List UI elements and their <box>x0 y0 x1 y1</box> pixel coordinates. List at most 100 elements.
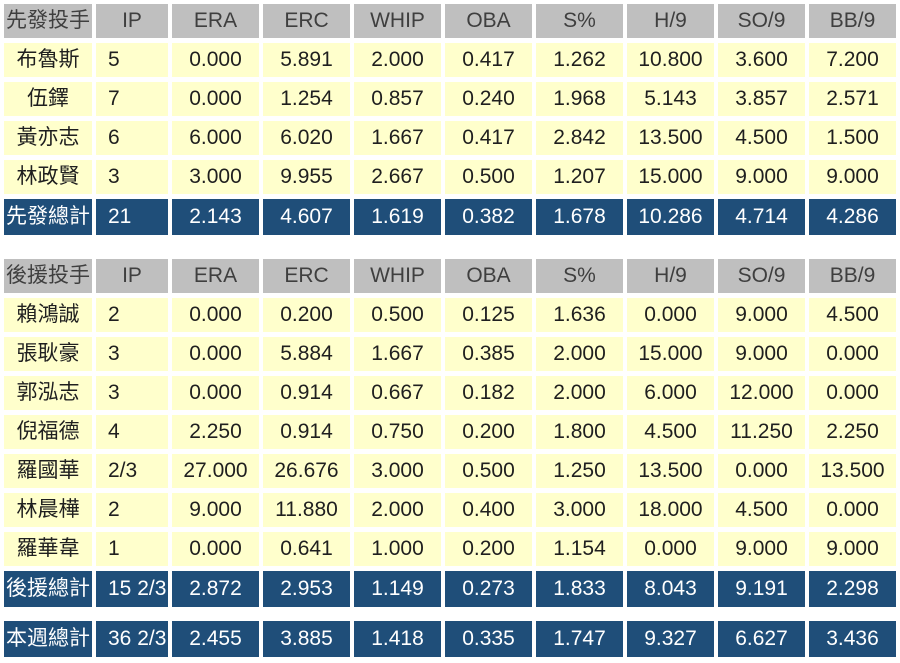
total-stat-cell: 2.455 <box>172 621 259 657</box>
column-header-cell: BB/9 <box>809 4 896 38</box>
table-row: 羅華韋 1 0.000 0.641 1.000 0.200 1.154 0.000 9.000 9… <box>4 532 896 566</box>
stat-cell: 0.857 <box>354 82 441 116</box>
total-stat-cell: 10.286 <box>627 199 714 235</box>
column-header-cell: SO/9 <box>718 4 805 38</box>
stat-cell: 2.000 <box>354 43 441 77</box>
column-header-cell: BB/9 <box>809 259 896 293</box>
stat-cell: 1.250 <box>536 454 623 488</box>
column-header-cell: S% <box>536 4 623 38</box>
stat-cell: 4.500 <box>718 493 805 527</box>
section-total-row: 先發總計 21 2.143 4.607 1.619 0.382 1.678 10.286 4.7… <box>4 199 896 235</box>
column-header-cell: SO/9 <box>718 259 805 293</box>
stat-cell: 9.000 <box>809 532 896 566</box>
stat-cell: 3.857 <box>718 82 805 116</box>
table-row: 布魯斯 5 0.000 5.891 2.000 0.417 1.262 10.800 3.600… <box>4 43 896 77</box>
stat-cell: 9.000 <box>718 532 805 566</box>
stat-cell: 13.500 <box>809 454 896 488</box>
pitcher-name-cell: 林晨樺 <box>4 493 92 527</box>
stat-cell: 10.800 <box>627 43 714 77</box>
stat-cell: 0.385 <box>445 337 532 371</box>
stat-cell: 1.000 <box>354 532 441 566</box>
stat-cell: 1.154 <box>536 532 623 566</box>
stat-cell: 2.667 <box>354 160 441 194</box>
table-row: 羅國華 2/3 27.000 26.676 3.000 0.500 1.250 13.500 0… <box>4 454 896 488</box>
stat-cell: 27.000 <box>172 454 259 488</box>
stat-cell: 0.000 <box>172 337 259 371</box>
stat-cell: 0.000 <box>172 298 259 332</box>
total-stat-cell: 1.619 <box>354 199 441 235</box>
total-stat-cell: 21 <box>96 199 168 235</box>
stat-cell: 0.000 <box>172 82 259 116</box>
pitcher-name-cell: 羅華韋 <box>4 532 92 566</box>
total-stat-cell: 4.714 <box>718 199 805 235</box>
stat-cell: 1.636 <box>536 298 623 332</box>
stat-cell: 0.400 <box>445 493 532 527</box>
stat-cell: 12.000 <box>718 376 805 410</box>
column-header-cell: WHIP <box>354 4 441 38</box>
total-stat-cell: 1.747 <box>536 621 623 657</box>
stat-cell: 9.000 <box>172 493 259 527</box>
stat-cell: 1 <box>96 532 168 566</box>
stat-cell: 2.250 <box>172 415 259 449</box>
stat-cell: 0.000 <box>172 376 259 410</box>
total-label-cell: 本週總計 <box>4 621 92 657</box>
stat-cell: 7.200 <box>809 43 896 77</box>
stat-cell: 9.000 <box>718 337 805 371</box>
stat-cell: 3.000 <box>536 493 623 527</box>
total-label-cell: 後援總計 <box>4 571 92 607</box>
stat-cell: 0.500 <box>445 454 532 488</box>
stat-cell: 0.417 <box>445 121 532 155</box>
section-title-cell: 後援投手 <box>4 259 92 293</box>
relievers-section: 後援投手 IP ERA ERC WHIP OBA S% H/9 SO/9 BB/9 賴鴻誠 2 0.00… <box>4 259 896 607</box>
stat-cell: 1.262 <box>536 43 623 77</box>
total-stat-cell: 1.833 <box>536 571 623 607</box>
stat-cell: 0.000 <box>718 454 805 488</box>
stat-cell: 2 <box>96 298 168 332</box>
column-header-cell: H/9 <box>627 4 714 38</box>
total-stat-cell: 2.143 <box>172 199 259 235</box>
stat-cell: 2.000 <box>536 337 623 371</box>
stat-cell: 0.200 <box>445 532 532 566</box>
column-header-cell: ERC <box>263 4 350 38</box>
table-row: 黃亦志 6 6.000 6.020 1.667 0.417 2.842 13.500 4.500… <box>4 121 896 155</box>
total-stat-cell: 1.149 <box>354 571 441 607</box>
stat-cell: 4.500 <box>809 298 896 332</box>
stat-cell: 1.667 <box>354 337 441 371</box>
pitcher-name-cell: 布魯斯 <box>4 43 92 77</box>
stat-cell: 0.240 <box>445 82 532 116</box>
stat-cell: 0.000 <box>627 298 714 332</box>
stat-cell: 0.200 <box>445 415 532 449</box>
stat-cell: 2/3 <box>96 454 168 488</box>
total-stat-cell: 3.885 <box>263 621 350 657</box>
stat-cell: 4 <box>96 415 168 449</box>
stat-cell: 4.500 <box>627 415 714 449</box>
stat-cell: 5.891 <box>263 43 350 77</box>
section-title-cell: 先發投手 <box>4 4 92 38</box>
total-stat-cell: 6.627 <box>718 621 805 657</box>
stat-cell: 1.254 <box>263 82 350 116</box>
stat-cell: 6.020 <box>263 121 350 155</box>
stat-cell: 0.667 <box>354 376 441 410</box>
table-row: 林政賢 3 3.000 9.955 2.667 0.500 1.207 15.000 9.000… <box>4 160 896 194</box>
stat-cell: 0.000 <box>809 493 896 527</box>
stat-cell: 4.500 <box>718 121 805 155</box>
stat-cell: 1.968 <box>536 82 623 116</box>
stat-cell: 0.914 <box>263 376 350 410</box>
table-row: 倪福德 4 2.250 0.914 0.750 0.200 1.800 4.500 11.250… <box>4 415 896 449</box>
table-row: 林晨樺 2 9.000 11.880 2.000 0.400 3.000 18.000 4.50… <box>4 493 896 527</box>
table-row: 郭泓志 3 0.000 0.914 0.667 0.182 2.000 6.000 12.000… <box>4 376 896 410</box>
stat-cell: 9.000 <box>718 160 805 194</box>
pitcher-name-cell: 郭泓志 <box>4 376 92 410</box>
stat-cell: 1.800 <box>536 415 623 449</box>
column-header-cell: OBA <box>445 4 532 38</box>
total-stat-cell: 2.298 <box>809 571 896 607</box>
stat-cell: 18.000 <box>627 493 714 527</box>
column-header-cell: ERA <box>172 259 259 293</box>
total-stat-cell: 15 2/3 <box>96 571 168 607</box>
stat-cell: 0.914 <box>263 415 350 449</box>
column-header-row: 後援投手 IP ERA ERC WHIP OBA S% H/9 SO/9 BB/9 <box>4 259 896 293</box>
stat-cell: 3 <box>96 376 168 410</box>
column-header-cell: ERC <box>263 259 350 293</box>
total-stat-cell: 3.436 <box>809 621 896 657</box>
